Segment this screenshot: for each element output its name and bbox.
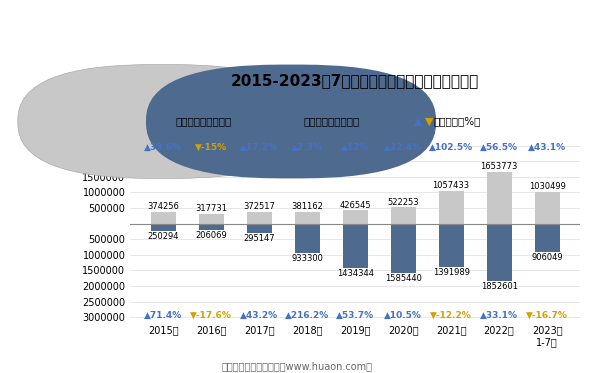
- Bar: [534, 224, 559, 252]
- Bar: [247, 212, 272, 224]
- Text: 522253: 522253: [387, 198, 419, 207]
- Text: ▲10.5%: ▲10.5%: [384, 311, 422, 320]
- Text: 进口总额（万美元）: 进口总额（万美元）: [303, 116, 359, 126]
- Bar: [487, 172, 512, 224]
- Text: 374256: 374256: [147, 202, 179, 211]
- Bar: [534, 192, 559, 224]
- Text: ▲43.1%: ▲43.1%: [528, 142, 566, 151]
- Text: 1434344: 1434344: [337, 269, 374, 278]
- Text: 1030499: 1030499: [528, 182, 565, 191]
- Text: ▲33.1%: ▲33.1%: [480, 311, 518, 320]
- Text: ▲33.6%: ▲33.6%: [144, 142, 182, 151]
- Bar: [439, 191, 464, 224]
- FancyBboxPatch shape: [18, 65, 308, 178]
- Text: 295147: 295147: [243, 233, 275, 243]
- Text: 933300: 933300: [291, 254, 323, 263]
- Text: 381162: 381162: [291, 202, 323, 211]
- Text: ▼-16.7%: ▼-16.7%: [526, 311, 568, 320]
- Text: 1852601: 1852601: [481, 282, 518, 291]
- Text: 372517: 372517: [243, 202, 275, 211]
- Text: ▲17.2%: ▲17.2%: [240, 142, 278, 151]
- FancyBboxPatch shape: [146, 65, 436, 178]
- Text: 250294: 250294: [148, 232, 179, 241]
- Text: ▲2.3%: ▲2.3%: [292, 142, 323, 151]
- Text: 1391989: 1391989: [433, 268, 469, 277]
- Bar: [199, 224, 224, 230]
- Text: ▲71.4%: ▲71.4%: [144, 311, 182, 320]
- Bar: [391, 224, 415, 273]
- Text: 426545: 426545: [339, 201, 371, 210]
- Text: ▲56.5%: ▲56.5%: [480, 142, 518, 151]
- Text: 同比增速（%）: 同比增速（%）: [434, 116, 481, 126]
- Text: ▲: ▲: [414, 116, 422, 126]
- Text: 1653773: 1653773: [480, 162, 518, 171]
- Bar: [295, 224, 320, 253]
- Title: 2015-2023年7月深圳前海综合保税区进、出口额: 2015-2023年7月深圳前海综合保税区进、出口额: [231, 73, 479, 88]
- Bar: [295, 212, 320, 224]
- Text: 出口总额（万美元）: 出口总额（万美元）: [176, 116, 231, 126]
- Text: ▼-15%: ▼-15%: [195, 142, 227, 151]
- Text: ▼: ▼: [425, 116, 433, 126]
- Bar: [343, 210, 368, 224]
- Text: ▼-17.6%: ▼-17.6%: [190, 311, 232, 320]
- Bar: [487, 224, 512, 282]
- Bar: [199, 214, 224, 224]
- Text: ▲22.4%: ▲22.4%: [384, 142, 422, 151]
- Text: 1057433: 1057433: [433, 181, 469, 190]
- Bar: [151, 212, 176, 224]
- Text: 1585440: 1585440: [385, 274, 422, 283]
- Bar: [343, 224, 368, 269]
- Text: ▼-12.2%: ▼-12.2%: [430, 311, 472, 320]
- Bar: [151, 224, 176, 232]
- Text: ▲216.2%: ▲216.2%: [285, 311, 329, 320]
- Bar: [391, 207, 415, 224]
- Text: 317731: 317731: [195, 204, 227, 213]
- Text: ▲53.7%: ▲53.7%: [336, 311, 374, 320]
- Text: ▲12%: ▲12%: [341, 142, 369, 151]
- Text: ▲102.5%: ▲102.5%: [429, 142, 473, 151]
- Text: 206069: 206069: [195, 231, 227, 240]
- Bar: [439, 224, 464, 267]
- Text: ▲43.2%: ▲43.2%: [240, 311, 278, 320]
- Text: 906049: 906049: [531, 253, 563, 262]
- Bar: [247, 224, 272, 233]
- Text: 制图：华经产业研究院（www.huaon.com）: 制图：华经产业研究院（www.huaon.com）: [222, 361, 373, 371]
